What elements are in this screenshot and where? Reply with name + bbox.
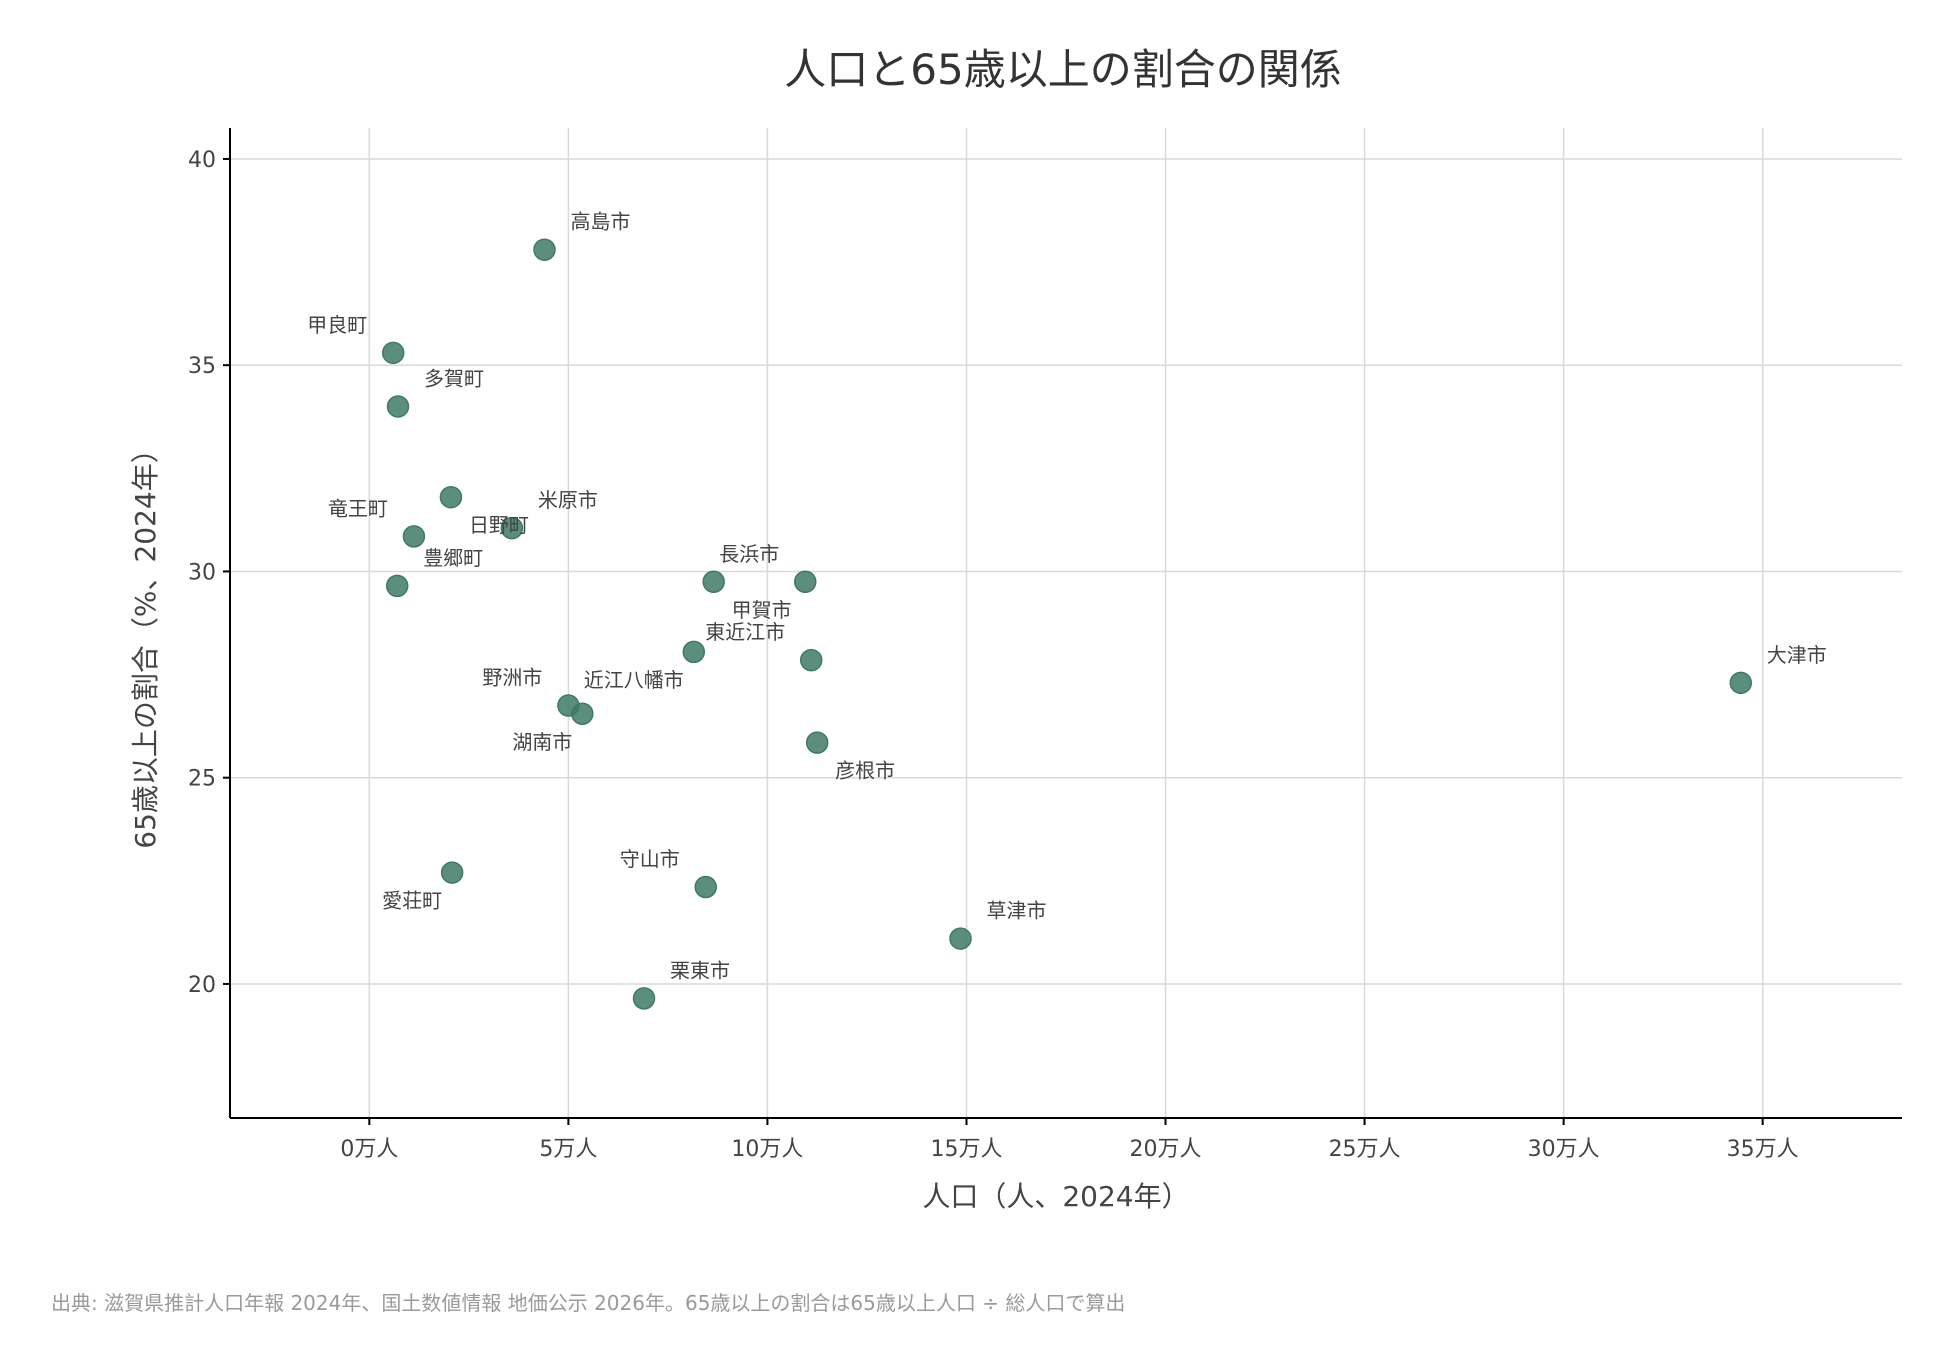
data-point-label: 甲賀市 — [732, 598, 792, 622]
y-tick-label: 25 — [188, 767, 216, 792]
data-point-label: 近江八幡市 — [584, 668, 684, 692]
data-point — [381, 341, 405, 365]
x-tick-label: 35万人 — [1727, 1137, 1799, 1162]
data-point — [533, 238, 556, 261]
source-note: 出典: 滋賀県推計人口年報 2024年、国土数値情報 地価公示 2026年。65… — [51, 1291, 1126, 1315]
data-point-label: 愛荘町 — [382, 889, 442, 913]
x-tick-label: 0万人 — [340, 1137, 398, 1162]
x-tick-label: 5万人 — [539, 1137, 597, 1162]
data-point-label: 竜王町 — [328, 496, 388, 520]
data-point-label: 東近江市 — [705, 620, 785, 644]
data-point-label: 高島市 — [570, 210, 630, 234]
data-point — [386, 395, 410, 418]
y-axis-ticks: 20 25 30 35 40 — [188, 148, 230, 998]
x-tick-label: 30万人 — [1528, 1137, 1600, 1162]
data-point — [793, 570, 817, 593]
data-point-label: 守山市 — [620, 847, 680, 871]
data-point — [571, 702, 594, 725]
y-tick-label: 20 — [188, 973, 216, 998]
x-tick-label: 25万人 — [1329, 1137, 1401, 1162]
data-point — [632, 987, 656, 1010]
x-tick-label: 20万人 — [1130, 1137, 1202, 1162]
y-tick-label: 35 — [188, 354, 216, 379]
data-points — [381, 238, 1753, 1010]
x-axis-label: 人口（人、2024年） — [922, 1180, 1189, 1213]
data-point — [949, 927, 972, 950]
data-point — [694, 875, 717, 899]
data-point — [440, 861, 464, 884]
data-point — [1729, 671, 1753, 695]
data-point — [385, 574, 409, 598]
data-point-label: 大津市 — [1767, 643, 1827, 667]
data-point-label: 彦根市 — [835, 759, 895, 783]
axes — [229, 128, 1902, 1119]
y-tick-label: 40 — [188, 148, 216, 173]
data-point — [439, 485, 463, 509]
x-axis-ticks: 0万人 5万人 10万人 15万人 20万人 25万人 30万人 35万人 — [340, 1118, 1799, 1162]
data-point-label: 湖南市 — [512, 730, 572, 754]
x-tick-label: 15万人 — [930, 1137, 1002, 1162]
data-point-label: 甲良町 — [307, 313, 367, 337]
data-point-label: 野洲市 — [482, 666, 542, 690]
data-point-label: 豊郷町 — [423, 546, 483, 570]
grid — [230, 128, 1902, 1118]
data-point — [702, 570, 725, 593]
data-point — [799, 648, 823, 672]
data-point-label: 多賀町 — [424, 366, 484, 390]
data-point-label: 長浜市 — [719, 542, 779, 566]
y-axis-label: 65歳以上の割合（%、2024年） — [129, 435, 162, 849]
data-point — [682, 640, 706, 664]
x-tick-label: 10万人 — [731, 1137, 803, 1162]
data-point — [805, 731, 829, 754]
data-point-label: 栗東市 — [670, 958, 730, 982]
data-point — [402, 525, 426, 548]
data-point-label: 日野町 — [469, 513, 529, 537]
data-point-label: 米原市 — [538, 488, 598, 512]
data-point — [500, 516, 524, 540]
chart-title: 人口と65歳以上の割合の関係 — [784, 45, 1341, 94]
data-point-label: 草津市 — [987, 899, 1047, 923]
y-tick-label: 30 — [188, 560, 216, 585]
